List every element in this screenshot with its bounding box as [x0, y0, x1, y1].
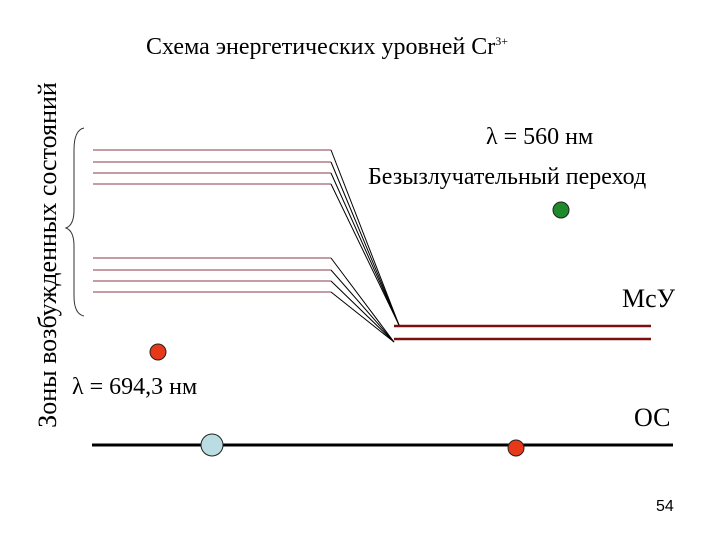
- transition-line: [330, 183, 400, 326]
- transition-line: [330, 161, 400, 326]
- blue-dot: [200, 433, 224, 457]
- page-number: 54: [656, 498, 674, 515]
- lambda-694-label: λ = 694,3 нм: [72, 374, 198, 400]
- page-title: Схема энергетических уровней Cr3+: [146, 34, 508, 60]
- transition-line: [330, 149, 400, 326]
- ground-label: ОС: [634, 403, 671, 432]
- transition-line: [330, 257, 395, 343]
- nonradiative-label: Безызлучательный переход: [368, 164, 647, 190]
- transition-line: [330, 291, 395, 343]
- lambda-560-label: λ = 560 нм: [486, 124, 594, 150]
- vertical-label: Зоны возбужденных состояний: [33, 82, 63, 428]
- brace: [64, 127, 85, 317]
- red-dot-ground: [507, 439, 525, 457]
- transition-line: [330, 172, 400, 326]
- green-dot: [552, 201, 570, 219]
- excited-levels: [93, 149, 400, 343]
- transition-line: [330, 269, 395, 343]
- red-dot-excited: [149, 343, 167, 361]
- transition-line: [330, 280, 395, 343]
- metastable-label: МсУ: [622, 284, 676, 313]
